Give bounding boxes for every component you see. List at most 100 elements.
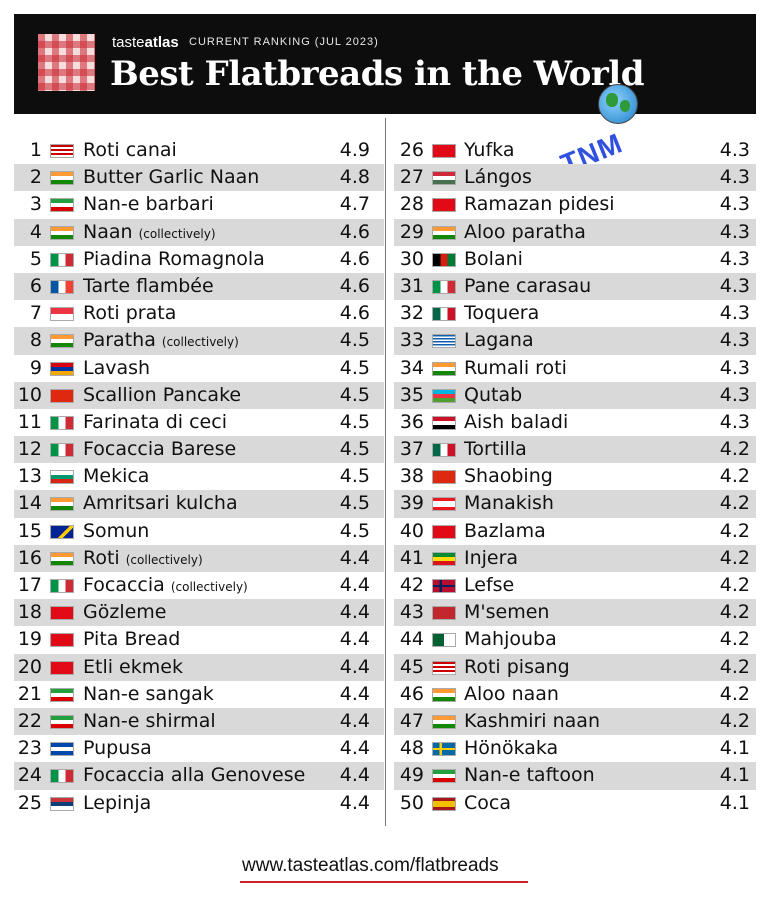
dish-name[interactable]: Pita Bread [83,628,181,651]
dish-name-container[interactable]: Focaccia (collectively) [83,572,248,601]
list-item[interactable]: 6 Tarte flambée 4.6 [14,272,384,301]
dish-name[interactable]: Roti pisang [464,655,570,678]
list-item[interactable]: 24 Focaccia alla Genovese 4.4 [14,762,384,790]
list-item[interactable]: 38 Shaobing 4.2 [394,463,756,490]
dish-name[interactable]: Pupusa [83,737,152,760]
dish-name[interactable]: Roti canai [83,139,177,161]
dish-name[interactable]: Tarte flambée [83,274,214,297]
list-item[interactable]: 12 Focaccia Barese 4.5 [14,436,384,464]
dish-name-container[interactable]: Etli ekmek [83,654,183,681]
list-item[interactable]: 3 Nan-e barbari 4.7 [14,191,384,218]
list-item[interactable]: 14 Amritsari kulcha 4.5 [14,490,384,518]
dish-name[interactable]: Naan [83,220,133,243]
dish-name-container[interactable]: Rumali roti [464,355,567,382]
list-item[interactable]: 44 Mahjouba 4.2 [394,626,756,653]
dish-name-container[interactable]: Manakish [464,490,554,517]
dish-name[interactable]: Bazlama [464,519,546,542]
dish-name[interactable]: Lángos [464,166,532,189]
dish-name-container[interactable]: Naan (collectively) [83,219,216,248]
dish-name-container[interactable]: Focaccia Barese [83,436,236,463]
dish-name-container[interactable]: Roti (collectively) [83,545,203,574]
list-item[interactable]: 31 Pane carasau 4.3 [394,272,756,301]
list-item[interactable]: 35 Qutab 4.3 [394,381,756,409]
dish-name-container[interactable]: Lagana [464,327,534,354]
list-item[interactable]: 28 Ramazan pidesi 4.3 [394,191,756,218]
list-item[interactable]: 42 Lefse 4.2 [394,572,756,599]
dish-name[interactable]: Shaobing [464,465,553,488]
dish-name-container[interactable]: Lepinja [83,790,151,817]
dish-name-container[interactable]: Farinata di ceci [83,409,227,436]
list-item[interactable]: 26 Yufka 4.3 [394,137,756,164]
dish-name[interactable]: Aloo paratha [464,220,586,243]
dish-name[interactable]: Farinata di ceci [83,410,227,433]
dish-name-container[interactable]: Lángos [464,164,532,191]
dish-name[interactable]: Butter Garlic Naan [83,166,260,189]
dish-name-container[interactable]: Coca [464,790,511,817]
dish-name[interactable]: Qutab [464,383,523,406]
dish-name[interactable]: Aloo naan [464,682,559,705]
dish-name-container[interactable]: Ramazan pidesi [464,191,615,218]
list-item[interactable]: 49 Nan-e taftoon 4.1 [394,762,756,790]
footer-link[interactable]: www.tasteatlas.com/flatbreads [242,855,499,876]
dish-name[interactable]: Focaccia Barese [83,438,237,461]
list-item[interactable]: 15 Somun 4.5 [14,518,384,545]
dish-name-container[interactable]: Mekica [83,463,149,490]
dish-name[interactable]: Nan-e shirmal [83,709,216,732]
dish-name[interactable]: Rumali roti [464,356,567,379]
list-item[interactable]: 10 Scallion Pancake 4.5 [14,381,384,409]
dish-name-container[interactable]: Aish baladi [464,409,568,436]
dish-name-container[interactable]: Bazlama [464,518,546,545]
dish-name-container[interactable]: Tarte flambée [83,273,214,300]
list-item[interactable]: 37 Tortilla 4.2 [394,436,756,464]
list-item[interactable]: 46 Aloo naan 4.2 [394,681,756,708]
dish-name-container[interactable]: Nan-e sangak [83,681,214,708]
brand-logo[interactable]: tasteatlas [112,34,179,51]
dish-name[interactable]: Toquera [464,302,540,325]
list-item[interactable]: 17 Focaccia (collectively) 4.4 [14,572,384,599]
list-item[interactable]: 33 Lagana 4.3 [394,327,756,355]
list-item[interactable]: 29 Aloo paratha 4.3 [394,218,756,246]
dish-name[interactable]: M'semen [464,601,550,624]
dish-name[interactable]: Tortilla [464,438,527,461]
list-item[interactable]: 1 Roti canai 4.9 [14,137,384,164]
list-item[interactable]: 22 Nan-e shirmal 4.4 [14,707,384,736]
dish-name-container[interactable]: Pane carasau [464,273,591,300]
list-item[interactable]: 5 Piadina Romagnola 4.6 [14,246,384,273]
list-item[interactable]: 21 Nan-e sangak 4.4 [14,681,384,708]
list-item[interactable]: 18 Gözleme 4.4 [14,599,384,627]
dish-name-container[interactable]: Roti canai [83,137,177,164]
dish-name[interactable]: Nan-e sangak [83,682,214,705]
dish-name[interactable]: Paratha [83,329,156,352]
list-item[interactable]: 2 Butter Garlic Naan 4.8 [14,164,384,192]
dish-name-container[interactable]: M'semen [464,599,549,626]
dish-name-container[interactable]: Yufka [464,137,514,164]
dish-name-container[interactable]: Somun [83,518,149,545]
dish-name[interactable]: Kashmiri naan [464,709,600,732]
list-item[interactable]: 50 Coca 4.1 [394,790,756,817]
dish-name[interactable]: Injera [464,546,519,569]
list-item[interactable]: 32 Toquera 4.3 [394,300,756,327]
dish-name[interactable]: Somun [83,519,150,542]
list-item[interactable]: 39 Manakish 4.2 [394,490,756,518]
dish-name-container[interactable]: Aloo naan [464,681,559,708]
dish-name[interactable]: Pane carasau [464,274,592,297]
dish-name[interactable]: Coca [464,791,511,814]
list-item[interactable]: 41 Injera 4.2 [394,544,756,572]
list-item[interactable]: 16 Roti (collectively) 4.4 [14,544,384,574]
list-item[interactable]: 4 Naan (collectively) 4.6 [14,218,384,248]
dish-name[interactable]: Manakish [464,492,554,515]
dish-name-container[interactable]: Roti prata [83,300,176,327]
list-item[interactable]: 9 Lavash 4.5 [14,355,384,382]
dish-name-container[interactable]: Bolani [464,246,523,273]
dish-name-container[interactable]: Roti pisang [464,654,570,681]
list-item[interactable]: 11 Farinata di ceci 4.5 [14,409,384,436]
dish-name-container[interactable]: Aloo paratha [464,219,586,246]
dish-name-container[interactable]: Amritsari kulcha [83,490,238,517]
list-item[interactable]: 19 Pita Bread 4.4 [14,626,384,653]
list-item[interactable]: 7 Roti prata 4.6 [14,300,384,327]
dish-name[interactable]: Focaccia [83,574,165,596]
dish-name-container[interactable]: Shaobing [464,463,553,490]
dish-name-container[interactable]: Toquera [464,300,539,327]
dish-name[interactable]: Lefse [464,574,515,596]
dish-name[interactable]: Scallion Pancake [83,383,242,406]
